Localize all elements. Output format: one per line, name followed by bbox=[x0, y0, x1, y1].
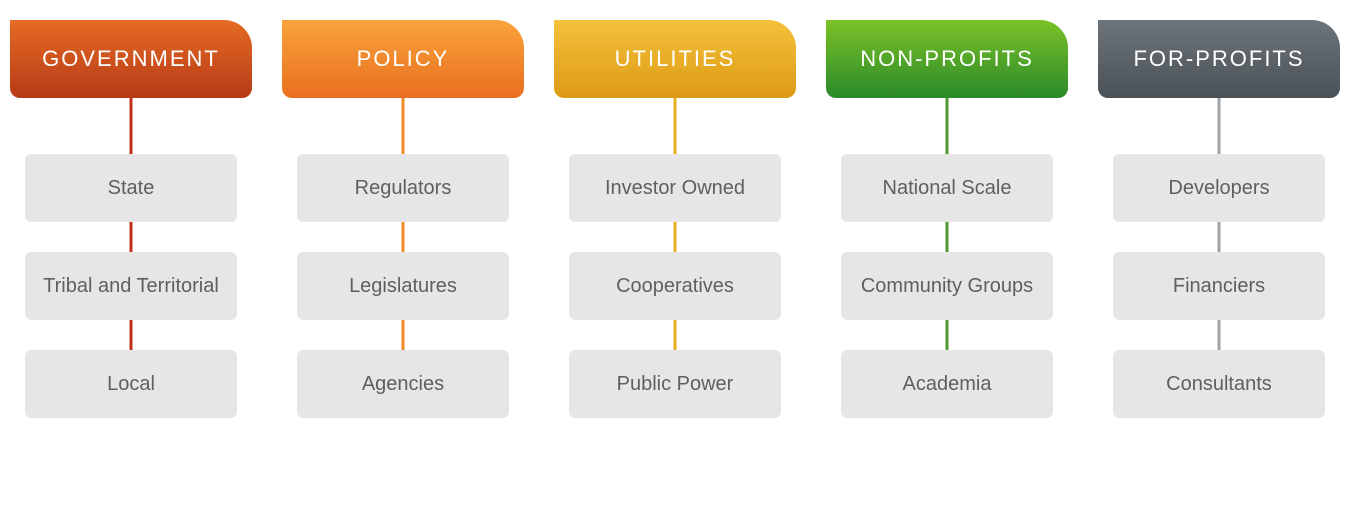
connector-forprofits: Developers Financiers Consultants bbox=[1098, 98, 1340, 418]
connector-utilities: Investor Owned Cooperatives Public Power bbox=[554, 98, 796, 418]
items-government: State Tribal and Territorial Local bbox=[10, 98, 252, 418]
item-box: Agencies bbox=[297, 350, 510, 418]
column-policy: POLICY Regulators Legislatures Agencies bbox=[282, 20, 524, 418]
header-forprofits: FOR-PROFITS bbox=[1098, 20, 1340, 98]
item-box: Regulators bbox=[297, 154, 510, 222]
column-utilities: UTILITIES Investor Owned Cooperatives Pu… bbox=[554, 20, 796, 418]
header-utilities: UTILITIES bbox=[554, 20, 796, 98]
item-box: National Scale bbox=[841, 154, 1054, 222]
item-box: State bbox=[25, 154, 238, 222]
items-policy: Regulators Legislatures Agencies bbox=[282, 98, 524, 418]
item-box: Community Groups bbox=[841, 252, 1054, 320]
items-utilities: Investor Owned Cooperatives Public Power bbox=[554, 98, 796, 418]
column-nonprofits: NON-PROFITS National Scale Community Gro… bbox=[826, 20, 1068, 418]
item-box: Local bbox=[25, 350, 238, 418]
item-box: Legislatures bbox=[297, 252, 510, 320]
header-nonprofits: NON-PROFITS bbox=[826, 20, 1068, 98]
connector-policy: Regulators Legislatures Agencies bbox=[282, 98, 524, 418]
items-forprofits: Developers Financiers Consultants bbox=[1098, 98, 1340, 418]
item-box: Financiers bbox=[1113, 252, 1326, 320]
connector-nonprofits: National Scale Community Groups Academia bbox=[826, 98, 1068, 418]
item-box: Academia bbox=[841, 350, 1054, 418]
item-box: Public Power bbox=[569, 350, 782, 418]
item-box: Tribal and Territorial bbox=[25, 252, 238, 320]
stakeholder-diagram: GOVERNMENT State Tribal and Territorial … bbox=[0, 0, 1350, 438]
header-policy: POLICY bbox=[282, 20, 524, 98]
item-box: Developers bbox=[1113, 154, 1326, 222]
header-government: GOVERNMENT bbox=[10, 20, 252, 98]
item-box: Consultants bbox=[1113, 350, 1326, 418]
connector-government: State Tribal and Territorial Local bbox=[10, 98, 252, 418]
item-box: Investor Owned bbox=[569, 154, 782, 222]
items-nonprofits: National Scale Community Groups Academia bbox=[826, 98, 1068, 418]
item-box: Cooperatives bbox=[569, 252, 782, 320]
column-forprofits: FOR-PROFITS Developers Financiers Consul… bbox=[1098, 20, 1340, 418]
column-government: GOVERNMENT State Tribal and Territorial … bbox=[10, 20, 252, 418]
